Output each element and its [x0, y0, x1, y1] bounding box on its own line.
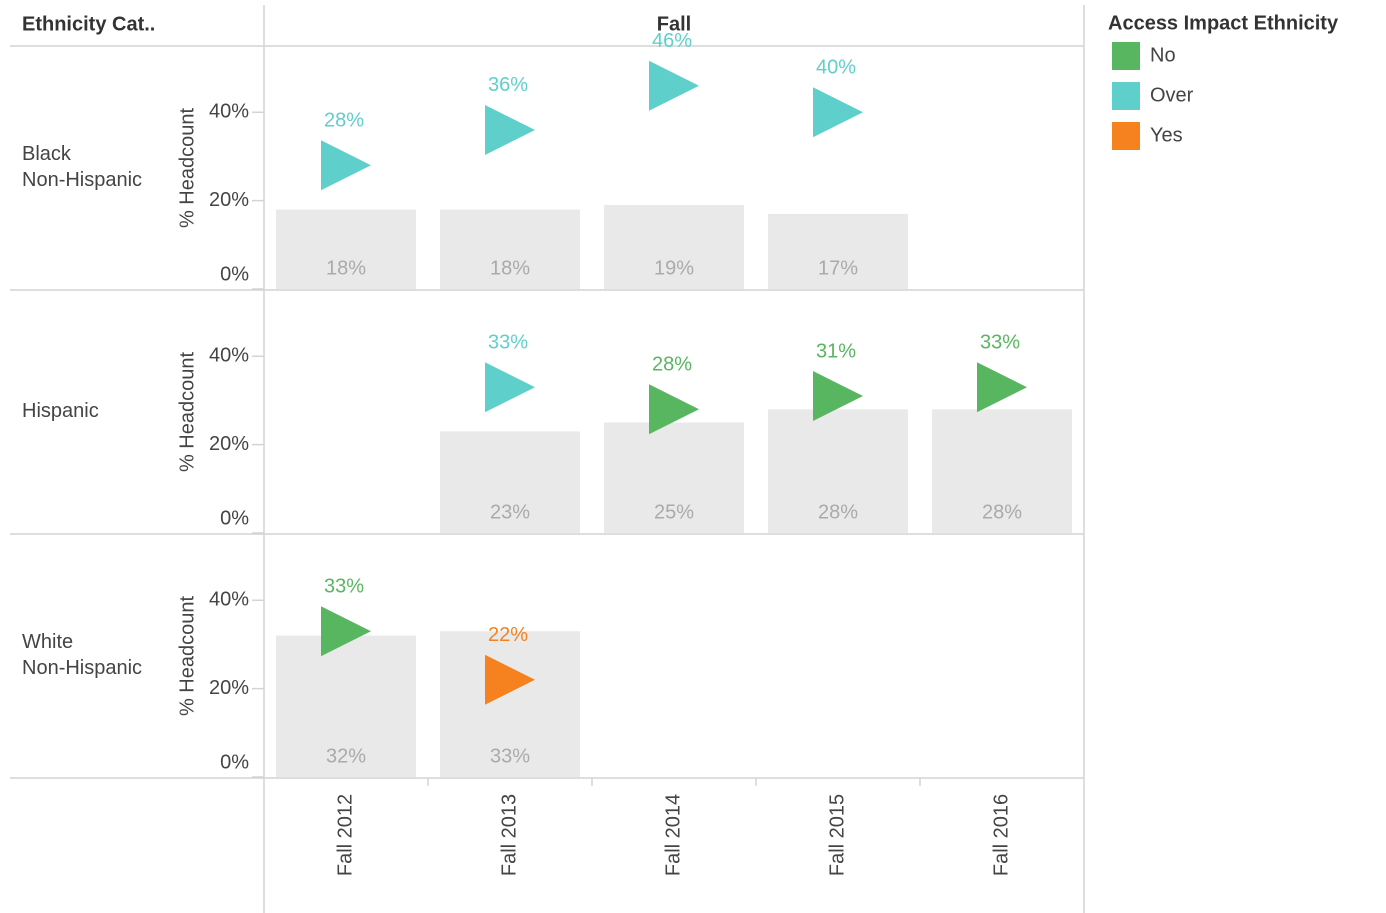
marker: [977, 362, 1027, 413]
legend-label: Yes: [1150, 124, 1183, 146]
bar: [440, 631, 580, 777]
marker: [649, 384, 699, 435]
marker-label: 28%: [652, 354, 692, 376]
y-tick-label: 0%: [220, 507, 249, 529]
row-label: White Non-Hispanic: [22, 631, 142, 679]
y-axis-label: % Headcount: [176, 596, 198, 717]
marker-label: 46%: [652, 30, 692, 52]
bar: [440, 431, 580, 533]
marker-label: 33%: [980, 331, 1020, 353]
y-tick-label: 40%: [209, 101, 249, 123]
marker-label: 40%: [816, 57, 856, 79]
y-tick-label: 40%: [209, 589, 249, 611]
marker: [485, 654, 535, 705]
marker: [813, 87, 863, 138]
row-label-line: Black: [22, 143, 72, 165]
row-label: Hispanic: [22, 400, 99, 422]
marker: [321, 606, 371, 657]
legend-swatch: [1112, 82, 1140, 110]
bar: [768, 409, 908, 533]
marker: [649, 60, 699, 111]
row-label-line: Non-Hispanic: [22, 657, 142, 679]
legend-label: Over: [1150, 84, 1194, 106]
y-axis-label: % Headcount: [176, 352, 198, 473]
bar-label: 18%: [326, 257, 366, 279]
bar-label: 25%: [654, 501, 694, 523]
y-tick-label: 40%: [209, 345, 249, 367]
row-label-line: White: [22, 631, 73, 653]
y-tick-label: 20%: [209, 433, 249, 455]
legend-swatch: [1112, 42, 1140, 70]
bar: [440, 209, 580, 289]
bar: [768, 213, 908, 289]
bar-label: 19%: [654, 257, 694, 279]
x-tick-label: Fall 2016: [990, 794, 1012, 876]
bar: [604, 205, 744, 289]
legend-title: Access Impact Ethnicity: [1108, 12, 1339, 34]
marker-label: 36%: [488, 74, 528, 96]
x-tick-label: Fall 2012: [334, 794, 356, 876]
bar-label: 28%: [818, 501, 858, 523]
legend-swatch: [1112, 122, 1140, 150]
row-label: Black Non-Hispanic: [22, 143, 142, 191]
y-tick-label: 20%: [209, 189, 249, 211]
row-header: Ethnicity Cat..: [22, 13, 155, 35]
x-tick-label: Fall 2013: [498, 794, 520, 876]
bar-label: 18%: [490, 257, 530, 279]
bar: [932, 409, 1072, 533]
marker-label: 33%: [488, 331, 528, 353]
y-tick-label: 0%: [220, 263, 249, 285]
bar: [604, 422, 744, 533]
marker: [321, 140, 371, 191]
column-header: Fall: [657, 13, 691, 35]
marker-label: 28%: [324, 110, 364, 132]
bar-label: 33%: [490, 745, 530, 767]
row-label-line: Non-Hispanic: [22, 169, 142, 191]
y-tick-label: 0%: [220, 751, 249, 773]
bar-label: 32%: [326, 745, 366, 767]
bar-label: 17%: [818, 257, 858, 279]
marker-label: 22%: [488, 624, 528, 646]
x-tick-label: Fall 2014: [662, 794, 684, 876]
legend-label: No: [1150, 44, 1176, 66]
bar: [276, 209, 416, 289]
marker-label: 33%: [324, 575, 364, 597]
marker-label: 31%: [816, 340, 856, 362]
bar-label: 28%: [982, 501, 1022, 523]
y-tick-label: 20%: [209, 677, 249, 699]
bar-label: 23%: [490, 501, 530, 523]
row-label-line: Hispanic: [22, 400, 99, 422]
bar: [276, 635, 416, 777]
x-tick-label: Fall 2015: [826, 794, 848, 876]
y-axis-label: % Headcount: [176, 108, 198, 229]
marker: [485, 362, 535, 413]
marker: [485, 104, 535, 155]
marker: [813, 371, 863, 422]
